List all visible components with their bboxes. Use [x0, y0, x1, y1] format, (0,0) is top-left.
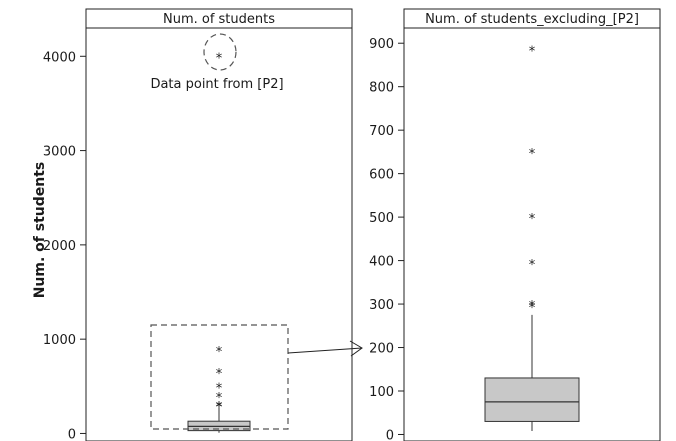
left-boxplot: *******: [187, 51, 251, 433]
outlier-point: *: [529, 147, 536, 162]
y-tick-label: 1000: [43, 333, 76, 348]
zoom-highlight-box: [150, 324, 289, 430]
iqr-box: [484, 377, 580, 422]
outlier-point: *: [216, 345, 223, 360]
y-tick-label: 400: [369, 255, 394, 270]
outlier-point: *: [529, 45, 536, 60]
right-boxplot: ******: [484, 45, 580, 432]
right-panel-frame: [403, 8, 661, 441]
left-panel-frame: [85, 8, 353, 441]
y-tick-label: 4000: [43, 50, 76, 65]
right-y-axis: 0 100 200 300 400 500 600 700 800 900: [369, 37, 404, 441]
y-axis-label: Num. of students: [32, 162, 48, 299]
y-tick-label: 2000: [43, 239, 76, 254]
y-tick-label: 3000: [43, 145, 76, 160]
y-tick-label: 300: [369, 298, 394, 313]
outlier-point: *: [216, 401, 223, 416]
y-tick-label: 900: [369, 37, 394, 52]
y-tick-label: 800: [369, 81, 394, 96]
zoom-arrow: [287, 347, 363, 354]
outlier-point: *: [529, 301, 536, 316]
left-y-axis: 0 1000 2000 3000 4000: [43, 50, 86, 441]
outlier-point: *: [529, 299, 536, 314]
y-tick-label: 500: [369, 211, 394, 226]
y-tick-label: 0: [68, 427, 76, 441]
outlier-point: *: [216, 381, 223, 396]
p2-highlight-circle: [203, 33, 237, 71]
zoom-arrow-head: [349, 340, 363, 357]
y-tick-label: 700: [369, 124, 394, 139]
p2-annotation: Data point from [P2]: [150, 77, 283, 92]
right-panel-title: Num. of students_excluding_[P2]: [425, 12, 639, 27]
y-tick-label: 0: [386, 428, 394, 441]
outlier-point: *: [529, 212, 536, 227]
y-tick-label: 100: [369, 385, 394, 400]
outlier-point: *: [529, 258, 536, 273]
outlier-point: *: [216, 391, 223, 406]
outlier-point: *: [216, 51, 223, 66]
y-tick-label: 200: [369, 342, 394, 357]
outlier-point: *: [216, 367, 223, 382]
left-panel-title: Num. of students: [163, 12, 275, 27]
outlier-point: *: [216, 400, 223, 415]
y-tick-label: 600: [369, 168, 394, 183]
